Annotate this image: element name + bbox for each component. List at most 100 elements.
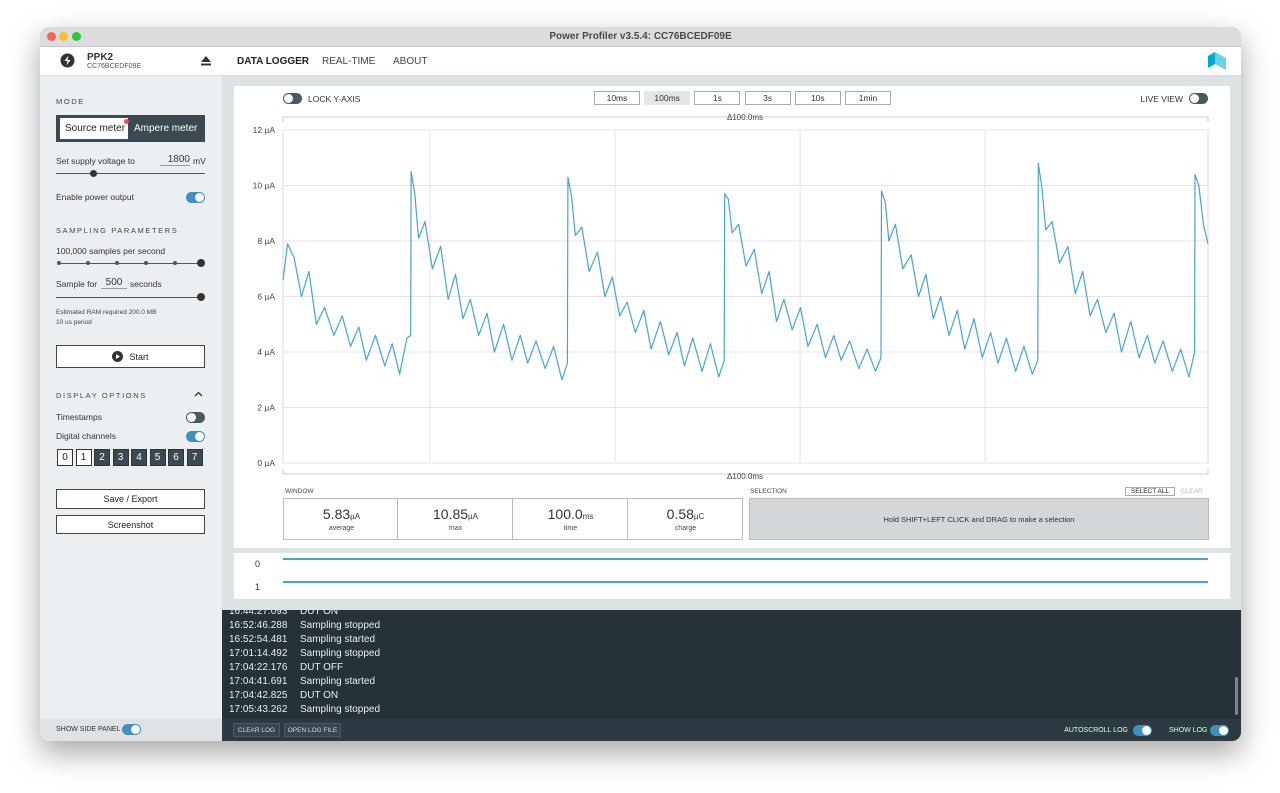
live-view-toggle[interactable] <box>1189 93 1208 104</box>
device-serial: CC76BCEDF09E <box>87 63 142 70</box>
channel-button[interactable]: 7 <box>186 449 203 466</box>
window-button[interactable]: 3s <box>744 91 791 105</box>
digital-trace <box>283 581 1208 583</box>
select-all-button[interactable]: SELECT ALL <box>1125 487 1175 496</box>
app-window: Power Profiler v3.5.4: CC76BCEDF09E PPK2… <box>40 27 1241 741</box>
channel-button[interactable]: 0 <box>57 449 73 466</box>
screenshot-button[interactable]: Screenshot <box>56 515 205 534</box>
supply-unit: mV <box>193 156 206 166</box>
window-button[interactable]: 10s <box>794 91 841 105</box>
clear-log-button[interactable]: CLEAR LOG <box>233 723 280 737</box>
supply-slider[interactable] <box>56 173 205 174</box>
supply-input[interactable]: 1800 <box>160 154 190 166</box>
stat-cell: 10.85µA max <box>398 498 513 540</box>
slider-knob[interactable] <box>197 259 205 267</box>
clear-button[interactable]: CLEAR <box>1181 488 1203 495</box>
side-panel-toggle[interactable] <box>122 724 141 735</box>
log-time: 17:04:22.176 <box>229 662 288 673</box>
timestamps-toggle[interactable] <box>186 412 205 423</box>
log-message: Sampling started <box>300 634 376 645</box>
slider-step <box>173 261 177 265</box>
window-button[interactable]: 10ms <box>594 91 640 105</box>
delta-bracket <box>282 116 1209 122</box>
log-time: 17:01:14.492 <box>229 648 288 659</box>
period-note: 10 us period <box>56 319 92 326</box>
live-view-label: LIVE VIEW <box>1140 94 1183 104</box>
timestamps-label: Timestamps <box>56 412 102 422</box>
sample-input[interactable]: 500 <box>101 277 127 289</box>
window-button[interactable]: 100ms <box>644 91 691 105</box>
delta-label: Δ100.0ms <box>727 113 763 122</box>
stat-unit: µA <box>468 512 478 521</box>
channel-button[interactable]: 3 <box>112 449 129 466</box>
samples-slider[interactable] <box>58 263 203 264</box>
nav-tab[interactable]: DATA LOGGER <box>237 56 310 67</box>
nav-tab[interactable]: ABOUT <box>393 56 428 67</box>
stat-cell: 0.58µC charge <box>628 498 743 540</box>
autoscroll-toggle[interactable] <box>1133 725 1152 736</box>
stat-label: max <box>448 525 463 532</box>
y-tick-label: 4 µA <box>257 347 275 357</box>
digital-row-label: 1 <box>255 582 261 592</box>
start-button[interactable]: Start <box>56 345 205 368</box>
side-panel <box>40 76 222 719</box>
window-title: Power Profiler v3.5.4: CC76BCEDF09E <box>549 31 732 42</box>
nav-tab[interactable]: REAL-TIME <box>322 56 376 67</box>
log-time: 17:04:41.691 <box>229 676 288 687</box>
sample-unit: seconds <box>130 279 162 289</box>
stat-value: 0.58µC <box>628 506 743 522</box>
open-log-button[interactable]: OPEN LOG FILE <box>284 723 341 737</box>
sampling-heading: SAMPLING PARAMETERS <box>56 226 179 235</box>
log-time: 16:44:27.093 <box>229 610 288 617</box>
eject-icon[interactable] <box>200 55 212 66</box>
minimize-button[interactable] <box>59 32 68 41</box>
stat-number: 0.58 <box>666 506 694 522</box>
stat-number: 100.0 <box>547 506 583 522</box>
chart: Δ100.0ms Δ100.0ms 0 µA 2 µA 4 µA 6 µA 8 µA 10… <box>253 113 1209 481</box>
nordic-logo <box>1208 52 1226 70</box>
stat-value: 100.0ms <box>513 506 628 522</box>
zoom-button[interactable] <box>72 32 81 41</box>
digital-row-label: 0 <box>255 559 261 569</box>
window-button[interactable]: 1s <box>694 91 741 105</box>
power-toggle[interactable] <box>186 192 205 203</box>
channel-button[interactable]: 5 <box>149 449 166 466</box>
mode-selected <box>60 118 128 139</box>
stat-label: average <box>328 525 355 532</box>
channel-button[interactable]: 1 <box>75 449 92 466</box>
close-button[interactable] <box>47 32 56 41</box>
device-icon <box>60 53 75 68</box>
stat-unit: ms <box>582 512 594 521</box>
y-tick-label: 12 µA <box>253 125 276 135</box>
top-bar <box>40 47 1241 76</box>
log-message: DUT ON <box>300 610 339 617</box>
y-tick-label: 6 µA <box>257 292 275 302</box>
slider-knob[interactable] <box>90 170 97 177</box>
log-scrollbar[interactable] <box>1235 677 1238 715</box>
selection-heading: SELECTION <box>750 488 787 495</box>
save-button[interactable]: Save / Export <box>56 489 205 509</box>
log-message: Sampling stopped <box>300 648 381 659</box>
lock-y-label: LOCK Y-AXIS <box>308 94 361 104</box>
lock-y-toggle[interactable] <box>283 93 302 104</box>
mode-heading: MODE <box>56 97 85 106</box>
selection-area[interactable]: Hold SHIFT+LEFT CLICK and DRAG to make a… <box>749 498 1209 540</box>
window-heading: WINDOW <box>285 488 314 495</box>
channel-button[interactable]: 2 <box>94 449 110 466</box>
log-footer <box>222 719 1241 741</box>
digital-toggle[interactable] <box>186 431 205 442</box>
digital-card <box>234 553 1230 599</box>
show-log-toggle[interactable] <box>1210 725 1229 736</box>
slider-knob[interactable] <box>197 293 205 301</box>
channel-button[interactable]: 6 <box>168 449 184 466</box>
mode-indicator <box>124 119 129 124</box>
log-message: Sampling stopped <box>300 704 381 715</box>
mode-button[interactable]: Source meter <box>65 123 126 134</box>
channel-button[interactable]: 4 <box>131 449 147 466</box>
mode-button[interactable]: Ampere meter <box>134 123 198 134</box>
y-tick-label: 2 µA <box>257 403 275 413</box>
title-bar <box>40 27 1241 47</box>
collapse-icon[interactable] <box>194 391 203 397</box>
duration-slider[interactable] <box>56 297 203 298</box>
window-button[interactable]: 1min <box>845 91 891 105</box>
